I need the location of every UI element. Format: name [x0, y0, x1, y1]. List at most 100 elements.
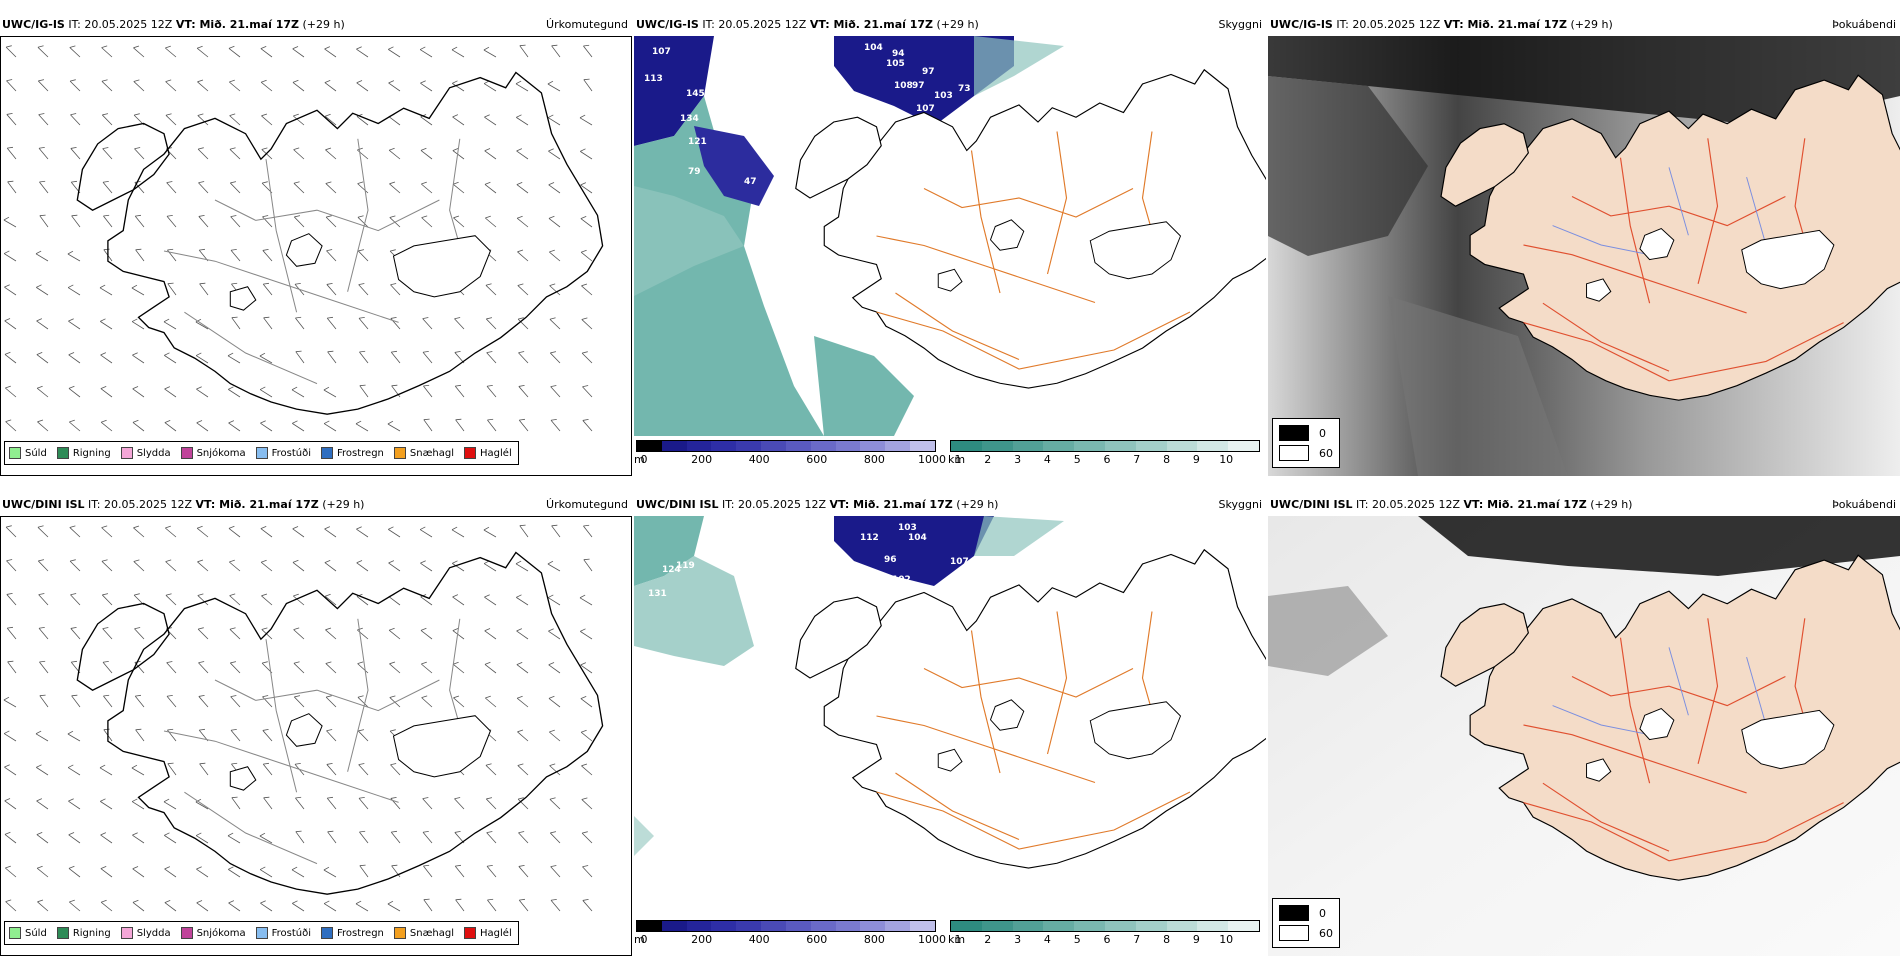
lead-time: (+29 h) [956, 498, 999, 511]
ceiling-value-label: 112 [860, 533, 879, 543]
fog-map: 0 60 [1268, 36, 1900, 476]
colorbar-tick: 200 [691, 453, 713, 466]
valid-time: VT: Mið. 21.maí 17Z [809, 18, 934, 31]
lead-time: (+29 h) [1570, 18, 1613, 31]
colorbar-tick: 1000 [918, 453, 946, 466]
visibility-map: 100 95 69 112 103 104 124 119 131 103 96 96 91 100 102… [634, 516, 1266, 956]
legend-item-haglel: Haglél [464, 927, 512, 939]
ceiling-value-label: 103 [748, 549, 767, 559]
valid-time: VT: Mið. 21.maí 17Z [1443, 18, 1568, 31]
lead-time: (+29 h) [1590, 498, 1633, 511]
panel-fog-igis: UWC/IG-IS IT: 20.05.2025 12Z VT: Mið. 21… [1268, 14, 1900, 484]
fog-legend: 0 60 [1272, 898, 1340, 948]
ceiling-value-label: 103 [898, 523, 917, 533]
lead-time: (+29 h) [302, 18, 345, 31]
ceiling-value-label: 47 [744, 177, 757, 187]
legend-item-snaehagl: Snæhagl [393, 447, 454, 459]
ceiling-value-label: 134 [680, 114, 699, 124]
init-time: IT: 20.05.2025 12Z [722, 498, 827, 511]
fog-field [1268, 516, 1900, 956]
ceiling-value-label: 107 [652, 47, 671, 57]
colorbar-tick: 4 [1043, 453, 1051, 466]
ceiling-value-label: 70 [954, 307, 967, 317]
panel-header: UWC/DINI ISL IT: 20.05.2025 12Z VT: Mið.… [0, 494, 632, 516]
ceiling-colorbar: m 0 200 400 600 800 1000 [634, 440, 946, 470]
ceiling-value-label: 107 [916, 104, 935, 114]
legend-item-frostudi: Frostúði [255, 447, 311, 459]
legend-item-sudd: Súld [9, 447, 47, 459]
legend-item-rigning: Rigning [56, 447, 111, 459]
colorbar-tick: 200 [691, 933, 713, 946]
model-label: UWC/IG-IS [636, 18, 699, 31]
visibility-unit: km [948, 933, 966, 946]
model-label: UWC/DINI ISL [636, 498, 719, 511]
ceiling-value-label: 104 [908, 533, 927, 543]
panel-title: Skyggni [1218, 498, 1262, 511]
colorbar-tick: 10 [1219, 933, 1234, 946]
panel-title: Þokuábendi [1832, 18, 1896, 31]
colorbar-tick: 400 [748, 453, 770, 466]
ceiling-value-label: 69 [786, 533, 799, 543]
panel-precip-type-igis: UWC/IG-IS IT: 20.05.2025 12Z VT: Mið. 21… [0, 14, 632, 484]
colorbar-tick: 6 [1103, 933, 1111, 946]
ceiling-value-label: 108 [894, 81, 913, 91]
legend-item-snjokoma: Snjókoma [180, 927, 246, 939]
colorbar-tick: 10 [1219, 453, 1234, 466]
colorbar-tick: 0 [640, 933, 648, 946]
ceiling-value-label: 75 [810, 565, 823, 575]
colorbar-tick: 600 [806, 453, 828, 466]
wind-barbs [3, 524, 593, 912]
ceiling-value-label: 95 [748, 533, 761, 543]
colorbar-tick: 800 [863, 933, 885, 946]
panel-title: Skyggni [1218, 18, 1262, 31]
colorbar-tick: 5 [1073, 453, 1081, 466]
wind-barbs [3, 44, 593, 432]
panel-fog-dini: UWC/DINI ISL IT: 20.05.2025 12Z VT: Mið.… [1268, 494, 1900, 964]
legend-item-snjokoma: Snjókoma [180, 447, 246, 459]
init-time: IT: 20.05.2025 12Z [88, 498, 193, 511]
panel-header: UWC/IG-IS IT: 20.05.2025 12Z VT: Mið. 21… [0, 14, 632, 36]
model-label: UWC/IG-IS [2, 18, 65, 31]
init-time: IT: 20.05.2025 12Z [1356, 498, 1461, 511]
precip-type-map: Súld Rigning Slydda Snjókoma Frostúði Fr… [0, 516, 632, 956]
colorbar-tick: 1000 [918, 933, 946, 946]
iceland-outline [76, 551, 604, 895]
fog-map: 0 60 [1268, 516, 1900, 956]
colorbar-tick: 9 [1192, 453, 1200, 466]
legend-item-sudd: Súld [9, 927, 47, 939]
ceiling-value-label: 77 [804, 319, 817, 329]
precip-type-map: Súld Rigning Slydda Snjókoma Frostúði Fr… [0, 36, 632, 476]
panel-header: UWC/IG-IS IT: 20.05.2025 12Z VT: Mið. 21… [1268, 14, 1900, 36]
ceiling-value-label: 103 [934, 91, 953, 101]
colorbar-tick: 3 [1014, 453, 1022, 466]
ceiling-value-label: 489 [790, 269, 809, 279]
model-label: UWC/DINI ISL [1270, 498, 1353, 511]
ceiling-value-label: 145 [686, 89, 705, 99]
ceiling-value-label: 593 [866, 339, 885, 349]
legend-item-frostregn: Frostregn [321, 447, 384, 459]
visibility-colorbar: km 1 2 3 4 5 6 7 8 9 10 [948, 920, 1260, 950]
colorbar-tick: 400 [748, 933, 770, 946]
ceiling-value-label: 100 [842, 581, 861, 591]
ceiling-value-label: 100 [754, 523, 773, 533]
ceiling-value-label: 85 [784, 239, 797, 249]
legend-item-slydda: Slydda [120, 447, 171, 459]
model-label: UWC/IG-IS [1270, 18, 1333, 31]
ceiling-value-label: 91 [850, 571, 863, 581]
ceiling-value-label: 121 [688, 137, 707, 147]
valid-time: VT: Mið. 21.maí 17Z [195, 498, 319, 511]
precip-type-legend: Súld Rigning Slydda Snjókoma Frostúði Fr… [4, 441, 519, 465]
ceiling-unit: m [634, 453, 645, 466]
ceiling-value-label: 131 [648, 589, 667, 599]
init-time: IT: 20.05.2025 12Z [1336, 18, 1441, 31]
ceiling-value-label: 79 [688, 167, 701, 177]
init-time: IT: 20.05.2025 12Z [702, 18, 807, 31]
colorbar-tick: 0 [640, 453, 648, 466]
ceiling-value-label: 124 [662, 565, 681, 575]
visibility-map: 107 113 145 134 121 79 47 104 94 105 97 108 97 103 73 1… [634, 36, 1266, 476]
legend-item-haglel: Haglél [464, 447, 512, 459]
ceiling-value-label: 96 [884, 555, 897, 565]
colorbar-tick: 7 [1133, 453, 1141, 466]
legend-item-frostudi: Frostúði [255, 927, 311, 939]
